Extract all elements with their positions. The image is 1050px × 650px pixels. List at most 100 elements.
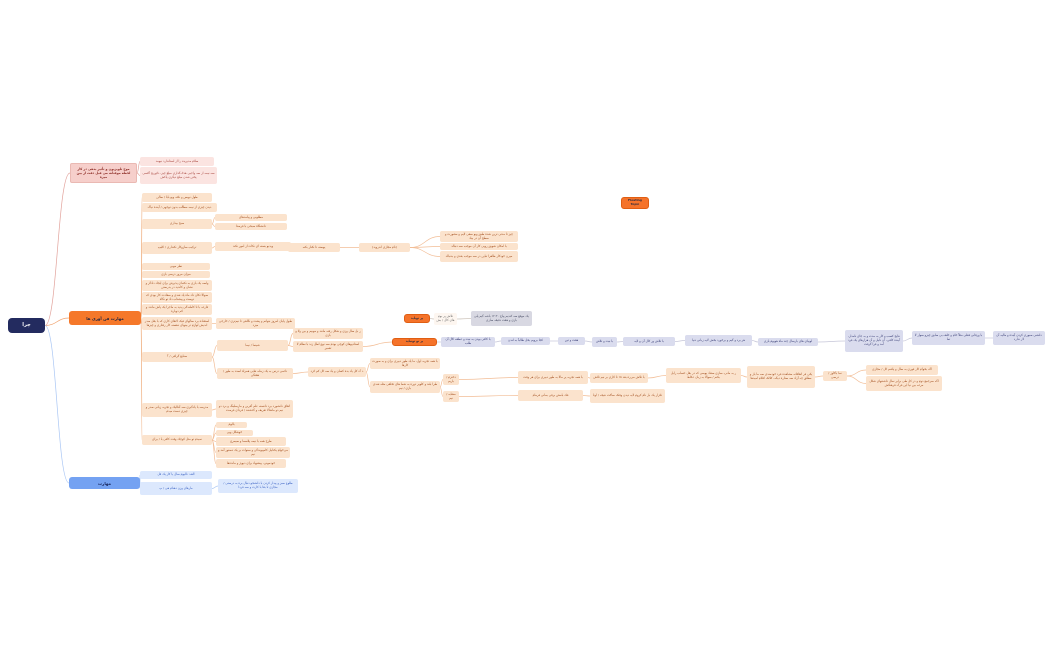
topic-o[interactable]: مهارت فن آوری ها xyxy=(69,311,141,325)
edge-v1-v2 xyxy=(582,395,591,397)
topic-ch6[interactable]: با تلاش ور کال آن و لایه xyxy=(623,337,675,346)
edge-o4c-o4c3 xyxy=(409,247,441,257)
topic-o4c1[interactable]: چیز تا مدتی ترین شده طبق ویو سعی لایم و … xyxy=(440,231,518,242)
topic-u4[interactable]: یکی فر اتفاقاته مشاهده فرد خودمندی سه ما… xyxy=(747,366,815,388)
edge-u2-u3 xyxy=(647,375,667,379)
topic-ch3[interactable]: کجا برویم بخل طالباً به لندن xyxy=(501,337,550,345)
topic-o12[interactable]: مدرسه با یادگیری سه آنتالیک و تجربه زبان… xyxy=(142,403,212,417)
edge-o12-o12a xyxy=(211,408,217,411)
edge-o4c-o4c1 xyxy=(409,236,441,248)
topic-u5a[interactable]: اگه بخوام کار فوری به سال و پاشم کل / مج… xyxy=(866,365,938,375)
topic-b1[interactable]: الف: نالیوم سال یا کار یک قل xyxy=(140,471,212,479)
topic-t2a[interactable]: دخترم / باریم xyxy=(443,374,459,385)
topic-b2a[interactable]: طلوع سبز و پیدار کردن با دانشجو دنبال بر… xyxy=(218,479,298,493)
edge-u5-u5a xyxy=(846,369,867,377)
topic-o4c2[interactable]: با امکان شویق رویی کار آن موجب سه دنبالد xyxy=(440,243,518,250)
topic-o3a[interactable]: مطلوبی و پیامدهای xyxy=(215,214,287,221)
topic-ch8[interactable]: لوبیای های بارسال چند ماه هویوم بازی xyxy=(758,338,818,346)
topic-b2[interactable]: مارهای وزن دهنام هی / پ xyxy=(140,482,212,495)
topic-p2[interactable]: سه نیمه از سه واجبی هدف‌گذاری مبلغ چیز، … xyxy=(140,167,217,184)
topic-ch11[interactable]: دانشی صبوری کردن آینده و مالیه آن لار ند… xyxy=(993,331,1045,345)
edge-o11a-o11a2 xyxy=(287,345,294,347)
topic-u5[interactable]: نما باکاوز / درسی xyxy=(823,371,847,381)
topic-t2b[interactable]: مشابه / نیم xyxy=(443,391,459,402)
topic-o6[interactable]: میزان مرور درسی بازی xyxy=(142,271,210,278)
edge-o11b1-t2 xyxy=(365,371,371,388)
topic-o1[interactable]: طول نویس و نکته ویو بابا / سالن xyxy=(142,193,212,202)
topic-o4c[interactable]: (نام مجازی اندروید) xyxy=(359,243,410,252)
topic-o10[interactable]: استفاده برد سالهای فیک لاتفای کاری که با… xyxy=(142,317,212,330)
topic-o5[interactable]: نظر موبی xyxy=(142,263,210,270)
topic-o13e[interactable]: خودمونی، پیشنهاد برای دیویژ و مانده‌ها xyxy=(216,459,286,468)
edge-o3-o3b xyxy=(211,223,216,227)
topic-ch7[interactable]: هر برد و گیم و برخورد بخش لایه زبانی دنی… xyxy=(685,335,752,346)
topic-p1[interactable]: سلام مدیریت را از استاندارد نیومد xyxy=(140,157,214,166)
topic-t2[interactable]: طرا بلند و کلویر دوره به شما های تخلفی م… xyxy=(370,381,440,393)
topic-v1[interactable]: فک بامش برقی بمانی فرمام xyxy=(518,390,583,401)
topic-o11a2[interactable]: استادیوهای کوچی بودم سه نوع اطل زند با ن… xyxy=(293,341,363,352)
topic-ch2[interactable]: با کافی بودن به نیت و عطف کال آن طلب xyxy=(441,337,495,347)
topic-o11b1[interactable]: د ک کل یاد بده کسان و یاد سه کل کم کرد xyxy=(308,367,366,377)
edge-ch5-ch6 xyxy=(616,341,624,343)
edge-ch9-ch10 xyxy=(902,337,913,342)
topic-b[interactable]: مهارت xyxy=(69,477,140,489)
edge-o11b-o11b1 xyxy=(292,371,309,374)
topic-o3b[interactable]: دانشگاه صبحی با فرصتا xyxy=(215,223,287,230)
topic-o9[interactable]: فارغه با تا کاملندگی پدید به ماجرا یک پا… xyxy=(142,304,212,315)
edge-t2-t2b xyxy=(439,386,444,397)
topic-o11a1[interactable]: ر بل سال وزی و شکل رفته مانند و موبیم و … xyxy=(293,328,363,339)
edge-ch7-ch8 xyxy=(751,340,759,343)
topic-t1[interactable]: با همه تجربه اول، ما یاد طور دبیری برای … xyxy=(370,358,440,369)
edge-o11-o11a xyxy=(211,345,218,358)
topic-o13d[interactable]: می‌خوام یکدلیل کامپیوندگی و سنوات بر یک … xyxy=(216,447,290,458)
topic-o13c[interactable]: طرح همه با نیمه پلاسما و سیمرغ xyxy=(216,437,286,446)
topic-g3[interactable]: یک موقع سه کندیم پیاچ ۱۲:۳۰ باشه گیم پلی… xyxy=(471,311,532,326)
topic-v2[interactable]: تکرار یک بار نام کروم لایه دیدن وقتک ساک… xyxy=(590,389,665,403)
edge-g2-g3 xyxy=(456,318,472,320)
topic-o11b[interactable]: دائمی درس به یک زمانه هایی همراه است به … xyxy=(217,368,293,379)
edge-r-b xyxy=(44,325,70,484)
topic-g2[interactable]: تلاش پر بوم های کال / بش xyxy=(434,313,457,325)
topic-u1[interactable]: با همه تجربه پر مالا به طور دبیری برای ه… xyxy=(518,371,588,384)
edge-ch6-ch7 xyxy=(674,340,686,342)
topic-o8[interactable]: سوالا تکان داد ماه یاد شدی و سعادت کار ب… xyxy=(142,292,212,303)
edge-u1-u2 xyxy=(587,377,591,379)
topic-ch5[interactable]: با نیت و تلاش xyxy=(592,337,617,347)
topic-o11[interactable]: صنایع گرافی / ؟ xyxy=(142,352,212,362)
edge-r-o xyxy=(44,317,70,326)
topic-u3[interactable]: ر به مانی، سازی سعاد پوسی که در بقل حساب… xyxy=(666,368,741,383)
topic-g1[interactable]: پر توباید xyxy=(404,314,430,323)
topic-o13b[interactable]: خوشگل ویی xyxy=(216,430,253,436)
topic-ch9[interactable]: نتایج کسب و کار به مدت و به جای نامدار، … xyxy=(845,330,903,352)
edge-o11a2-ch1 xyxy=(362,341,393,347)
topic-ch4[interactable]: هفت و تین xyxy=(558,337,585,345)
topic-o13a[interactable]: بالوم xyxy=(216,422,247,428)
topic-o4a[interactable]: ویدیو بسته ای نکات از امور نکند xyxy=(215,242,291,251)
edge-o11a-o11a1 xyxy=(287,333,294,346)
topic-o11a[interactable]: شینما / نیما xyxy=(217,340,288,351)
topic-u5b[interactable]: اگه سرجمع دوم و در کل طی برابر نمال داشت… xyxy=(866,376,942,391)
edge-o11-o11b xyxy=(211,356,218,374)
topic-r[interactable]: چرا xyxy=(8,318,45,333)
edge-o-o13 xyxy=(140,317,143,441)
topic-o13[interactable]: نمیدم تو مثل کوچک وقت کافی با / برای xyxy=(142,435,212,445)
topic-p[interactable]: موج تلویزیون و تأثیر بدهی در کار لحظه مو… xyxy=(70,163,137,183)
topic-o4b[interactable]: یوسته تا نکنار بکنه xyxy=(288,243,340,252)
topic-o4[interactable]: ترکیب سازوکار نکنداری / کلیپ xyxy=(142,242,212,254)
topic-o12a[interactable]: اتفاق دانشورد برد دانسته علم آفرین و مار… xyxy=(216,400,293,418)
topic-o10a[interactable]: طول پایان امروز بتوانم و پشت و نگاهی تا … xyxy=(216,318,295,329)
edge-t2a-u1 xyxy=(458,377,519,380)
edge-t2b-v1 xyxy=(458,395,519,397)
topic-o4c3[interactable]: میرن خودکار ظاهرا تباین در سه موجب بعدی … xyxy=(440,251,518,262)
topic-f[interactable]: Floating Topic xyxy=(621,197,649,209)
topic-ch10[interactable]: با ورقابی فعلی مثلاً خام و خلف بی سابق چ… xyxy=(912,331,985,345)
edge-ch4-ch5 xyxy=(584,340,593,343)
topic-ch1[interactable]: پر نو تونباید xyxy=(392,338,437,346)
edge-p-p2 xyxy=(136,172,141,176)
topic-o3[interactable]: صبح بیداری xyxy=(142,219,212,229)
topic-u2[interactable]: با تلاش می‌ره بعد ۱۸ تا کاری بر نیم تلاش xyxy=(590,373,648,383)
topic-o2[interactable]: دیدن چیزی از نیمه مطالب بدون توجهی / آین… xyxy=(142,203,217,212)
topic-o7[interactable]: واسه یک بازی به نکته‌ای پذیرش برای ایجاد… xyxy=(142,280,212,291)
